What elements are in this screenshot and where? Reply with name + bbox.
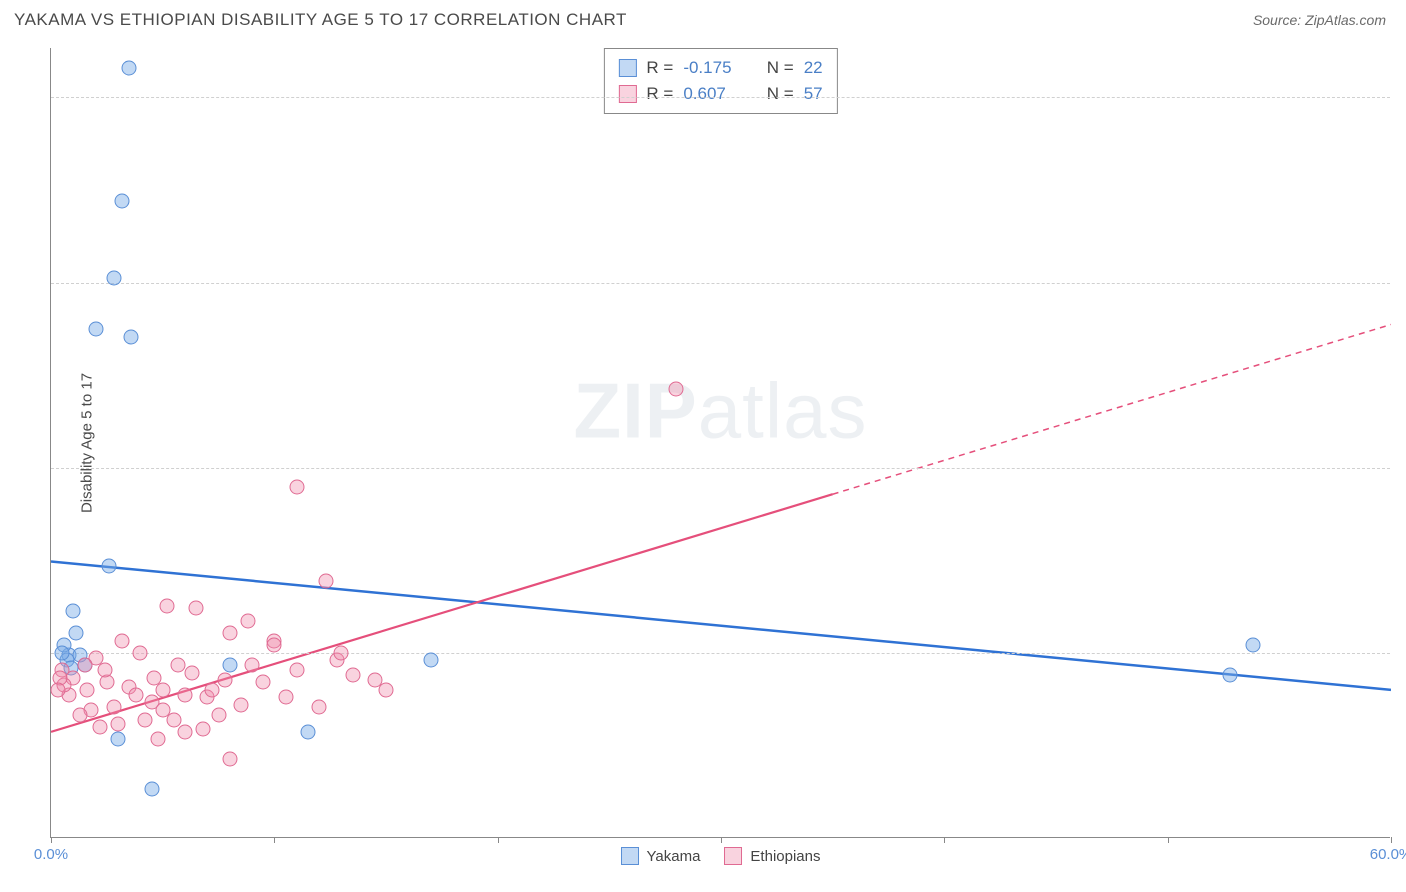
series-swatch	[621, 847, 639, 865]
data-point	[137, 712, 152, 727]
data-point	[146, 670, 161, 685]
y-axis-title: Disability Age 5 to 17	[79, 372, 96, 512]
data-point	[144, 781, 159, 796]
data-point	[155, 702, 170, 717]
data-point	[345, 668, 360, 683]
stats-row: R = -0.175 N = 22	[618, 55, 822, 81]
data-point	[178, 724, 193, 739]
watermark: ZIPatlas	[573, 365, 867, 456]
y-tick-label: 15.0%	[1393, 459, 1406, 476]
series-swatch	[724, 847, 742, 865]
data-point	[222, 626, 237, 641]
data-point	[267, 638, 282, 653]
data-point	[222, 658, 237, 673]
data-point	[178, 687, 193, 702]
data-point	[102, 559, 117, 574]
data-point	[115, 633, 130, 648]
stats-row: R = 0.607 N = 57	[618, 81, 822, 107]
y-tick-label: 7.5%	[1393, 644, 1406, 661]
data-point	[1245, 638, 1260, 653]
data-point	[312, 700, 327, 715]
legend-label: Yakama	[647, 848, 701, 865]
gridline	[51, 283, 1390, 284]
data-point	[222, 752, 237, 767]
data-point	[189, 601, 204, 616]
data-point	[318, 574, 333, 589]
data-point	[55, 645, 70, 660]
data-point	[93, 719, 108, 734]
chart-title: YAKAMA VS ETHIOPIAN DISABILITY AGE 5 TO …	[14, 10, 627, 30]
data-point	[122, 60, 137, 75]
data-point	[50, 682, 65, 697]
series-swatch	[618, 59, 636, 77]
data-point	[669, 381, 684, 396]
data-point	[195, 722, 210, 737]
data-point	[1223, 668, 1238, 683]
data-point	[124, 329, 139, 344]
data-point	[334, 645, 349, 660]
data-point	[423, 653, 438, 668]
gridline	[51, 468, 1390, 469]
data-point	[218, 673, 233, 688]
data-point	[184, 665, 199, 680]
data-point	[166, 712, 181, 727]
data-point	[115, 194, 130, 209]
chart-header: YAKAMA VS ETHIOPIAN DISABILITY AGE 5 TO …	[0, 0, 1406, 36]
data-point	[160, 598, 175, 613]
x-tick	[944, 837, 945, 843]
data-point	[106, 270, 121, 285]
data-point	[171, 658, 186, 673]
x-tick	[721, 837, 722, 843]
data-point	[77, 658, 92, 673]
data-point	[289, 480, 304, 495]
data-point	[300, 724, 315, 739]
correlation-stats-box: R = -0.175 N = 22R = 0.607 N = 57	[603, 48, 837, 114]
data-point	[133, 645, 148, 660]
data-point	[111, 732, 126, 747]
data-point	[240, 613, 255, 628]
x-tick-label: 60.0%	[1370, 846, 1406, 863]
data-point	[128, 687, 143, 702]
data-point	[97, 663, 112, 678]
data-point	[151, 732, 166, 747]
data-point	[111, 717, 126, 732]
data-point	[211, 707, 226, 722]
data-point	[256, 675, 271, 690]
legend-item: Ethiopians	[724, 847, 820, 865]
gridline	[51, 97, 1390, 98]
data-point	[379, 682, 394, 697]
series-swatch	[618, 85, 636, 103]
data-point	[204, 682, 219, 697]
data-point	[278, 690, 293, 705]
x-tick-label: 0.0%	[34, 846, 68, 863]
scatter-chart: Disability Age 5 to 17 ZIPatlas R = -0.1…	[50, 48, 1390, 838]
data-point	[66, 603, 81, 618]
source-credit: Source: ZipAtlas.com	[1253, 12, 1386, 28]
data-point	[245, 658, 260, 673]
legend-item: Yakama	[621, 847, 701, 865]
data-point	[233, 697, 248, 712]
data-point	[289, 663, 304, 678]
data-point	[88, 322, 103, 337]
x-tick	[1168, 837, 1169, 843]
gridline	[51, 653, 1390, 654]
data-point	[79, 682, 94, 697]
y-tick-label: 30.0%	[1393, 89, 1406, 106]
x-tick	[1391, 837, 1392, 843]
series-legend: Yakama Ethiopians	[621, 847, 821, 865]
data-point	[155, 682, 170, 697]
x-tick	[498, 837, 499, 843]
y-tick-label: 22.5%	[1393, 274, 1406, 291]
data-point	[68, 626, 83, 641]
x-tick	[51, 837, 52, 843]
trendlines-layer	[51, 48, 1391, 838]
data-point	[106, 700, 121, 715]
data-point	[73, 707, 88, 722]
legend-label: Ethiopians	[750, 848, 820, 865]
x-tick	[274, 837, 275, 843]
